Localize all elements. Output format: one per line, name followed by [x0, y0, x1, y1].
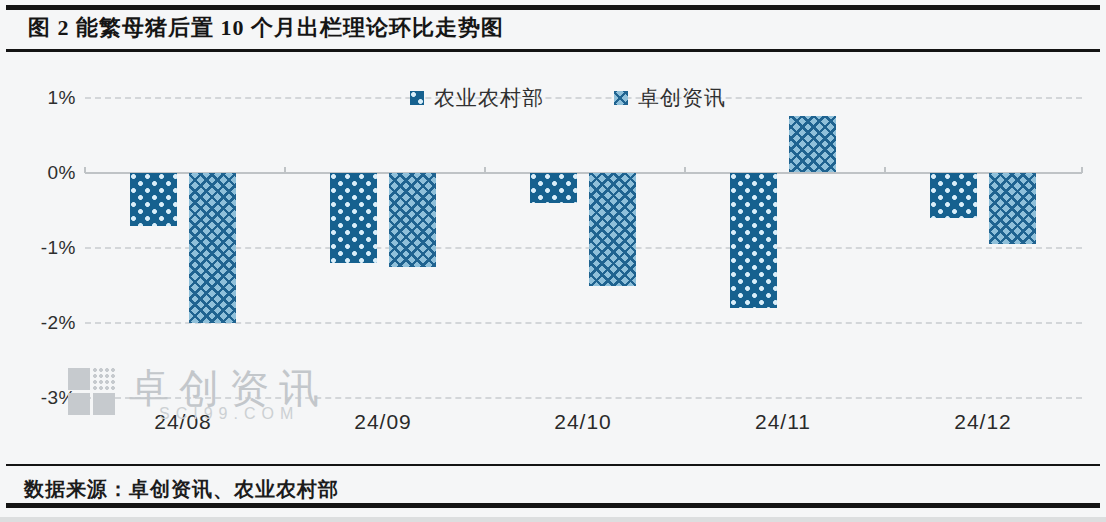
bottom-border-rule [6, 503, 1100, 508]
legend-label: 卓创资讯 [638, 84, 726, 112]
legend-marker-icon [614, 91, 628, 105]
x-axis-tick [284, 167, 286, 173]
x-axis-tick [84, 167, 86, 173]
watermark-logo-square [68, 393, 90, 415]
legend-item-1: 农业农村部 [410, 84, 544, 112]
legend-item-2: 卓创资讯 [614, 84, 726, 112]
watermark-subtext: SCI99.COM [159, 406, 299, 422]
bar-24/12-series-1 [930, 173, 977, 218]
legend-label: 农业农村部 [434, 84, 544, 112]
source-separator-rule [6, 464, 1100, 466]
bar-24/08-series-2 [189, 173, 236, 323]
x-axis-tick [484, 167, 486, 173]
bar-24/08-series-1 [130, 173, 177, 226]
y-axis-label: 0% [18, 162, 76, 184]
y-axis-label: 1% [18, 87, 76, 109]
bar-24/11-series-1 [730, 173, 777, 308]
chart-legend: 农业农村部 卓创资讯 [410, 84, 726, 112]
bar-24/09-series-1 [330, 173, 377, 263]
y-axis-label: -2% [18, 312, 76, 334]
watermark-logo-square [93, 393, 115, 415]
x-axis-tick [1081, 167, 1083, 173]
x-axis-tick [884, 167, 886, 173]
x-axis-label: 24/11 [723, 410, 843, 434]
bar-24/12-series-2 [989, 173, 1036, 244]
bar-24/11-series-2 [789, 116, 836, 172]
x-axis-label: 24/10 [523, 410, 643, 434]
watermark-logo-icon [68, 368, 115, 415]
x-axis-label: 24/09 [323, 410, 443, 434]
watermark-logo-square-dotted [93, 368, 115, 390]
watermark-text: 卓创资讯 [129, 368, 329, 408]
legend-marker-icon [410, 91, 424, 105]
screenshot-bottom-edge [0, 517, 1106, 522]
y-axis-label: -1% [18, 237, 76, 259]
figure-2-chart-panel: 图 2 能繁母猪后置 10 个月出栏理论环比走势图 1%0%-1%-2%-3%2… [0, 0, 1106, 522]
x-axis-tick [684, 167, 686, 173]
watermark: 卓创资讯 SCI99.COM [68, 368, 329, 422]
bar-24/10-series-1 [530, 173, 577, 203]
data-source-text: 数据来源：卓创资讯、农业农村部 [24, 476, 339, 503]
watermark-logo-square [68, 368, 90, 390]
x-axis-label: 24/12 [923, 410, 1043, 434]
watermark-text-column: 卓创资讯 SCI99.COM [129, 368, 329, 422]
bar-24/09-series-2 [389, 173, 436, 267]
bar-24/10-series-2 [589, 173, 636, 286]
